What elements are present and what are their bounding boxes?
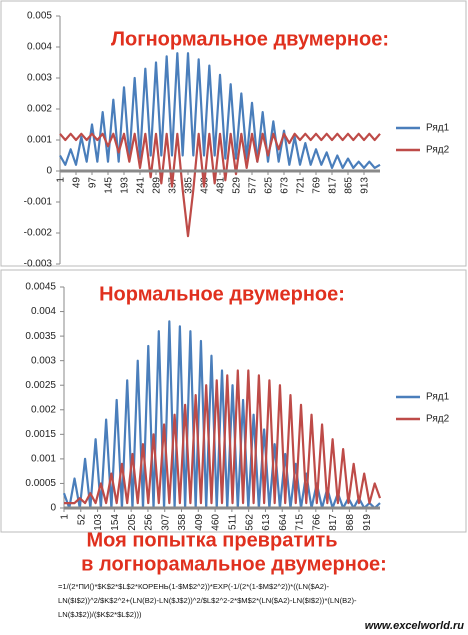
x-tick-label: 307 bbox=[160, 514, 171, 531]
x-tick-label: 511 bbox=[228, 514, 239, 530]
x-tick-label: 817 bbox=[328, 514, 339, 531]
y-tick-label: -0.003 bbox=[24, 259, 53, 270]
watermark: www.excelworld.ru bbox=[365, 620, 465, 632]
x-tick-label: 562 bbox=[244, 514, 255, 531]
x-tick-label: 409 bbox=[194, 514, 205, 531]
x-tick-label: 49 bbox=[72, 177, 83, 189]
x-tick-label: 625 bbox=[264, 177, 275, 194]
x-tick-label: 52 bbox=[76, 514, 87, 526]
chart-title: Нормальное двумерное: bbox=[99, 283, 345, 305]
y-tick-label: 0.004 bbox=[27, 42, 52, 53]
x-tick-label: 97 bbox=[88, 177, 99, 189]
y-tick-label: 0.002 bbox=[31, 404, 56, 415]
formula: LN($J$2))/($K$2*$L$2))) bbox=[58, 610, 142, 619]
y-tick-label: 0.003 bbox=[27, 73, 52, 84]
x-tick-label: 256 bbox=[144, 514, 155, 531]
y-tick-label: -0.002 bbox=[24, 228, 53, 239]
x-tick-label: 766 bbox=[311, 514, 322, 531]
x-tick-label: 385 bbox=[184, 177, 195, 194]
x-tick-label: 913 bbox=[360, 177, 371, 194]
heading: в логнорамальное двумерное: bbox=[81, 553, 387, 575]
x-tick-label: 1 bbox=[60, 514, 71, 520]
x-tick-label: 865 bbox=[344, 177, 355, 194]
y-tick-label: 0.001 bbox=[27, 135, 52, 146]
y-tick-label: 0.0015 bbox=[25, 429, 56, 440]
legend-label: Ряд2 bbox=[426, 145, 450, 156]
y-tick-label: -0.001 bbox=[24, 197, 53, 208]
x-tick-label: 817 bbox=[328, 177, 339, 194]
x-tick-label: 154 bbox=[110, 514, 121, 531]
x-tick-label: 721 bbox=[296, 177, 307, 194]
x-tick-label: 145 bbox=[104, 177, 115, 194]
y-tick-label: 0.0025 bbox=[25, 380, 56, 391]
y-tick-label: 0.005 bbox=[27, 11, 52, 22]
x-tick-label: 868 bbox=[345, 514, 356, 531]
x-tick-label: 613 bbox=[261, 514, 272, 531]
heading: Моя попытка превратить bbox=[86, 529, 337, 551]
x-tick-label: 664 bbox=[278, 514, 289, 531]
legend-label: Ряд2 bbox=[426, 414, 450, 425]
chart-title: Логнормальное двумерное: bbox=[111, 28, 389, 50]
x-tick-label: 919 bbox=[362, 514, 373, 531]
formula: LN($I$2))^2/$K$2^2+(LN(B2)-LN($J$2))^2/$… bbox=[58, 596, 357, 605]
x-tick-label: 358 bbox=[177, 514, 188, 531]
y-tick-label: 0.002 bbox=[27, 104, 52, 115]
y-tick-label: 0.003 bbox=[31, 355, 56, 366]
y-tick-label: 0.0035 bbox=[25, 331, 56, 342]
y-tick-label: 0 bbox=[50, 503, 56, 514]
x-tick-label: 715 bbox=[295, 514, 306, 531]
x-tick-label: 577 bbox=[248, 177, 259, 194]
y-tick-label: 0.001 bbox=[31, 454, 56, 465]
x-tick-label: 1 bbox=[56, 177, 67, 183]
x-tick-label: 673 bbox=[280, 177, 291, 194]
x-tick-label: 193 bbox=[120, 177, 131, 194]
x-tick-label: 529 bbox=[232, 177, 243, 194]
legend-label: Ряд1 bbox=[426, 392, 450, 403]
series-line bbox=[59, 52, 381, 169]
y-tick-label: 0.0045 bbox=[25, 282, 56, 293]
y-tick-label: 0 bbox=[46, 166, 52, 177]
series-line bbox=[59, 132, 381, 238]
x-tick-label: 241 bbox=[136, 177, 147, 194]
x-tick-label: 769 bbox=[312, 177, 323, 194]
y-tick-label: 0.0005 bbox=[25, 478, 56, 489]
x-tick-label: 481 bbox=[216, 177, 227, 194]
series-line bbox=[64, 369, 382, 505]
x-tick-label: 103 bbox=[93, 514, 104, 531]
x-tick-label: 205 bbox=[127, 514, 138, 531]
x-tick-label: 460 bbox=[211, 514, 222, 531]
formula: =1/(2*ПИ()*$K$2*$L$2*КОРЕНЬ(1-$M$2^2))*E… bbox=[58, 582, 330, 591]
legend-label: Ряд1 bbox=[426, 123, 450, 134]
y-tick-label: 0.004 bbox=[31, 306, 56, 317]
x-tick-label: 289 bbox=[152, 177, 163, 194]
